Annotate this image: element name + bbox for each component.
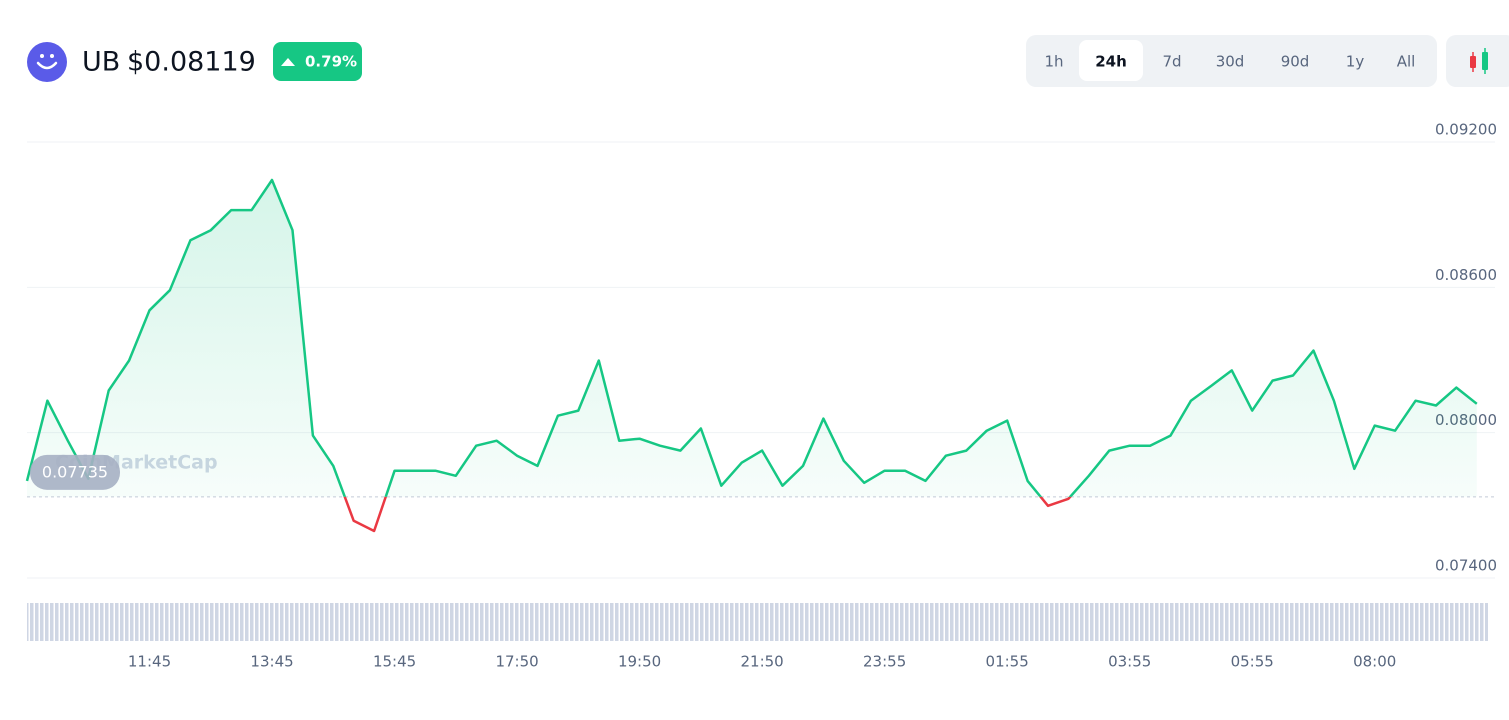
range-buttons: 1h 24h 7d 30d 90d 1y All [1044,40,1415,81]
x-tick-label: 13:45 [250,653,293,671]
y-tick-label: 0.09200 [1435,121,1497,139]
x-tick-label: 21:50 [741,653,784,671]
range-button-active[interactable] [1079,40,1143,81]
x-tick-label: 19:50 [618,653,661,671]
price: $0.08119 [127,47,256,78]
coin-icon-smile [36,61,58,70]
up-arrow [281,58,295,66]
coin-icon-eye [50,54,54,58]
y-tick-label: 0.08600 [1435,266,1497,284]
x-tick-label: 17:50 [495,653,538,671]
x-tick-label: 03:55 [1108,653,1151,671]
change: 0.79% [305,53,357,71]
range-button[interactable]: 1h [1044,53,1063,71]
x-tick-label: 15:45 [373,653,416,671]
range-button[interactable]: 1y [1346,53,1365,71]
baseline-pill [30,454,120,490]
change-badge [273,42,362,81]
range-button[interactable]: All [1397,53,1416,71]
y-tick-label: 0.07400 [1435,557,1497,575]
plot: 0.074000.080000.086000.0920011:4513:4515… [25,121,1497,671]
candle-icon [1482,52,1488,70]
x-tick-label: 05:55 [1231,653,1274,671]
coin-icon-eye [40,54,44,58]
candle-icon [1470,56,1476,68]
range-button[interactable]: 7d [1162,53,1181,71]
x-tick-label: 01:55 [986,653,1029,671]
x-tick-label: 08:00 [1353,653,1396,671]
baseline-label: 0.07735 [42,462,108,481]
range-button[interactable]: 24h [1095,53,1127,71]
coin-icon [27,42,67,82]
symbol: UB [82,47,120,78]
x-tick-label: 11:45 [128,653,171,671]
range-button[interactable]: 90d [1281,53,1310,71]
range-button[interactable]: 30d [1216,53,1245,71]
volume-strip [27,603,1488,641]
x-tick-label: 23:55 [863,653,906,671]
price-area [27,180,1477,497]
price-line-up [25,178,1478,497]
chart-type-button[interactable] [1446,35,1509,87]
